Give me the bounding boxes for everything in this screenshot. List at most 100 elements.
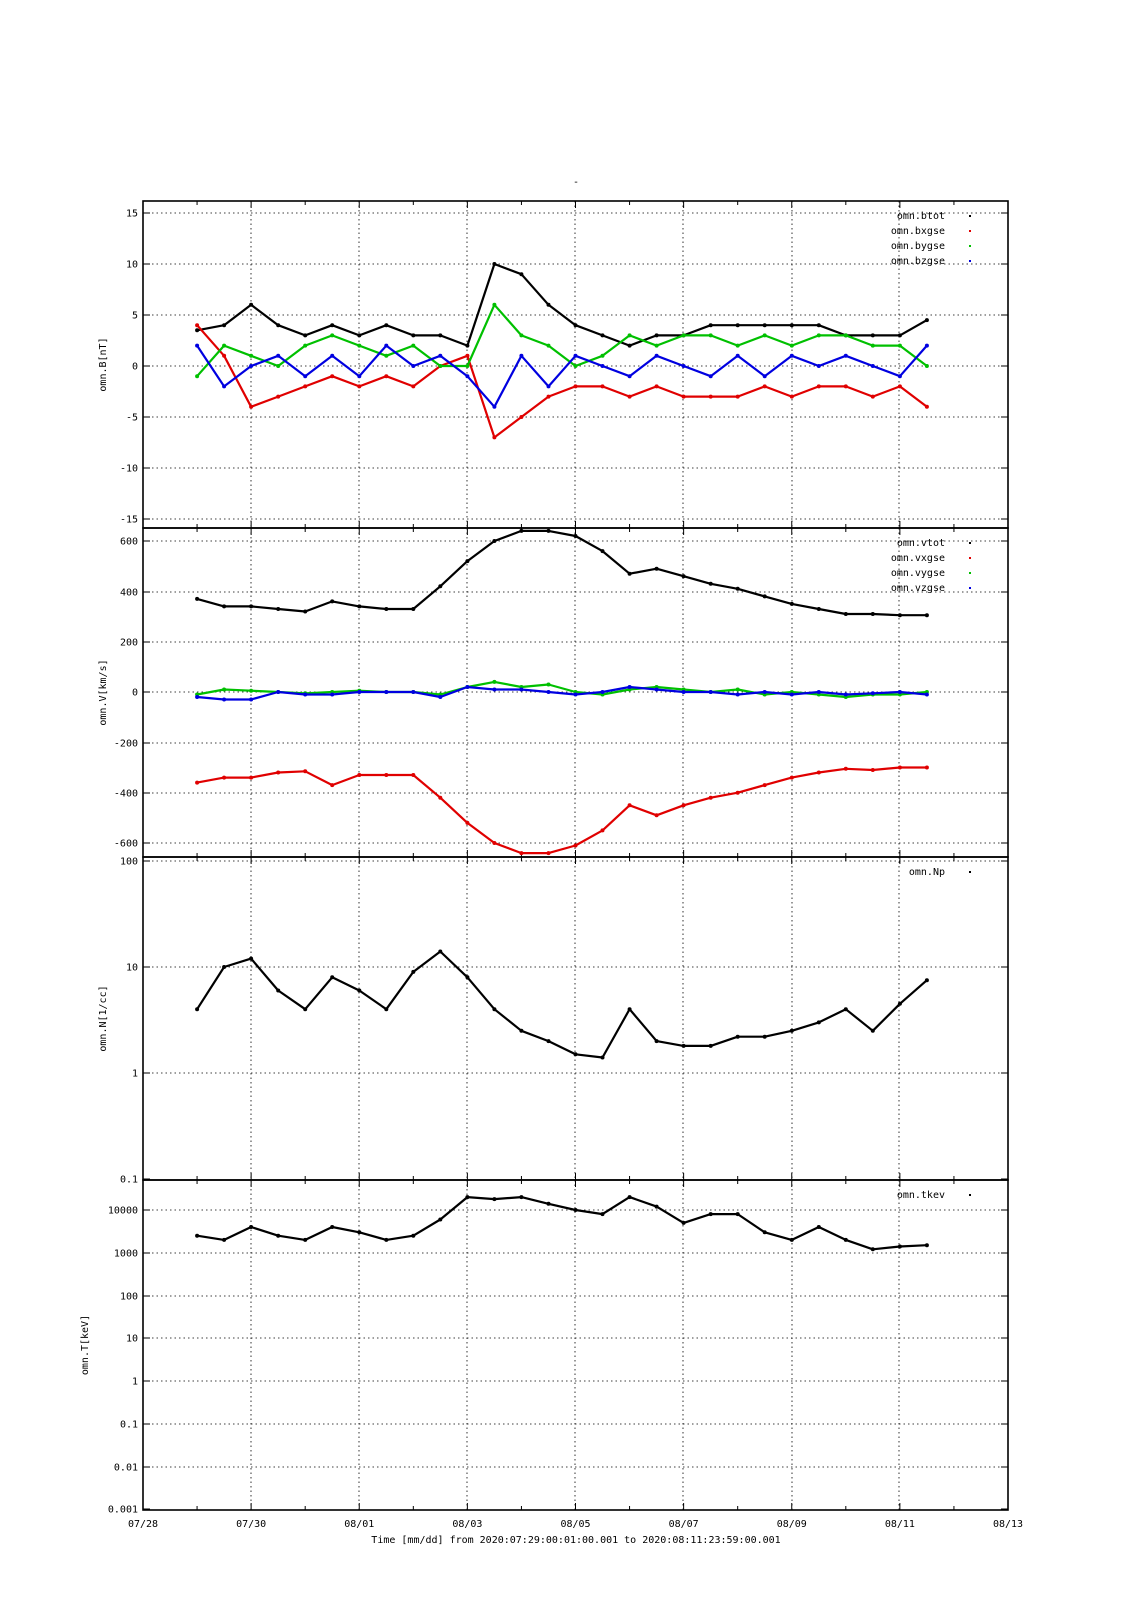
data-point xyxy=(816,607,821,611)
data-point xyxy=(330,599,335,604)
data-point xyxy=(681,803,686,808)
data-point xyxy=(330,323,335,328)
data-point xyxy=(276,1233,281,1238)
data-point xyxy=(195,343,200,348)
data-point xyxy=(600,828,605,833)
data-point xyxy=(654,1039,659,1044)
series-omn-bxgse xyxy=(195,323,929,440)
data-point xyxy=(573,1052,578,1057)
y-tick-label: 0.1 xyxy=(120,1175,138,1186)
data-point xyxy=(762,594,767,599)
data-point xyxy=(330,783,335,788)
x-tick-label: 08/09 xyxy=(777,1519,807,1530)
data-point xyxy=(303,609,308,614)
data-point xyxy=(708,333,713,338)
data-point xyxy=(357,1230,362,1235)
data-point xyxy=(492,262,497,266)
data-point xyxy=(195,328,200,333)
y-tick-label: 0 xyxy=(132,688,138,699)
data-point xyxy=(492,404,497,409)
data-point xyxy=(384,1237,389,1242)
legend-marker xyxy=(969,557,971,559)
y-axis-label: omn.T[keV] xyxy=(80,1315,91,1375)
data-point xyxy=(330,353,335,358)
data-point xyxy=(222,604,227,609)
data-point xyxy=(384,343,389,348)
data-point xyxy=(303,769,308,774)
data-point xyxy=(492,435,497,440)
data-point xyxy=(465,820,470,825)
data-point xyxy=(465,364,470,368)
data-point xyxy=(357,384,362,389)
data-point xyxy=(897,374,902,379)
data-point xyxy=(492,1197,497,1202)
data-point xyxy=(276,323,281,328)
data-point xyxy=(249,404,254,409)
legend-label: omn.vtot xyxy=(897,538,945,549)
data-point xyxy=(789,394,794,399)
data-point xyxy=(411,333,416,338)
panel-frame xyxy=(142,856,1009,1181)
data-point xyxy=(654,813,659,818)
y-tick-label: 1 xyxy=(132,1377,138,1388)
data-point xyxy=(762,333,767,338)
series-omn-bygse xyxy=(195,302,929,379)
data-point xyxy=(411,773,416,777)
data-point xyxy=(438,584,443,589)
x-tick-label: 08/05 xyxy=(560,1519,590,1530)
data-point xyxy=(897,613,902,618)
data-point xyxy=(357,773,362,777)
data-point xyxy=(924,978,929,983)
data-point xyxy=(222,965,227,969)
data-point xyxy=(573,364,578,368)
data-point xyxy=(438,333,443,338)
data-point xyxy=(654,687,659,692)
data-point xyxy=(303,384,308,389)
series-trace xyxy=(196,950,928,1059)
data-point xyxy=(411,384,416,389)
data-point xyxy=(249,697,254,702)
data-point xyxy=(600,384,605,389)
data-point xyxy=(546,1039,551,1044)
data-point xyxy=(708,690,713,694)
panel-frame xyxy=(142,1179,1009,1511)
data-point xyxy=(735,323,740,328)
data-point xyxy=(357,604,362,609)
data-point xyxy=(789,692,794,697)
y-tick-label: 1 xyxy=(132,1069,138,1080)
series-trace xyxy=(196,529,927,617)
data-point xyxy=(843,353,848,358)
panel-1: 15 10 5 0 -5 -10 -15 omn.B[nT] omn.btot omn.bxgse… xyxy=(98,200,1009,529)
data-point xyxy=(681,364,686,368)
x-tick-label: 07/30 xyxy=(236,1519,266,1530)
data-point xyxy=(357,690,362,694)
y-tick-label: 100 xyxy=(120,1292,138,1303)
panel-2: 600 400 200 0 -200 -400 -600 omn.V[km/s] omn.vto… xyxy=(98,527,1009,858)
x-tick-label: 08/11 xyxy=(885,1519,915,1530)
data-point xyxy=(843,612,848,616)
series-trace xyxy=(196,324,928,439)
data-point xyxy=(735,353,740,358)
data-point xyxy=(600,690,605,694)
data-point xyxy=(600,1212,605,1217)
data-point xyxy=(870,333,875,338)
data-point xyxy=(681,394,686,399)
y-tick-label: 10000 xyxy=(108,1206,138,1217)
data-point xyxy=(492,302,497,307)
data-point xyxy=(546,528,551,533)
data-point xyxy=(897,333,902,338)
legend-label: omn.tkev xyxy=(897,1190,945,1201)
data-point xyxy=(546,384,551,389)
data-point xyxy=(681,1043,686,1048)
data-point xyxy=(870,691,875,696)
data-point xyxy=(195,323,200,328)
data-point xyxy=(735,343,740,348)
data-point xyxy=(330,1225,335,1229)
data-point xyxy=(600,549,605,554)
data-point xyxy=(411,1233,416,1238)
data-point xyxy=(411,607,416,611)
data-point xyxy=(627,374,632,379)
data-point xyxy=(519,851,524,856)
data-point xyxy=(735,790,740,795)
y-tick-label: -5 xyxy=(126,413,138,424)
